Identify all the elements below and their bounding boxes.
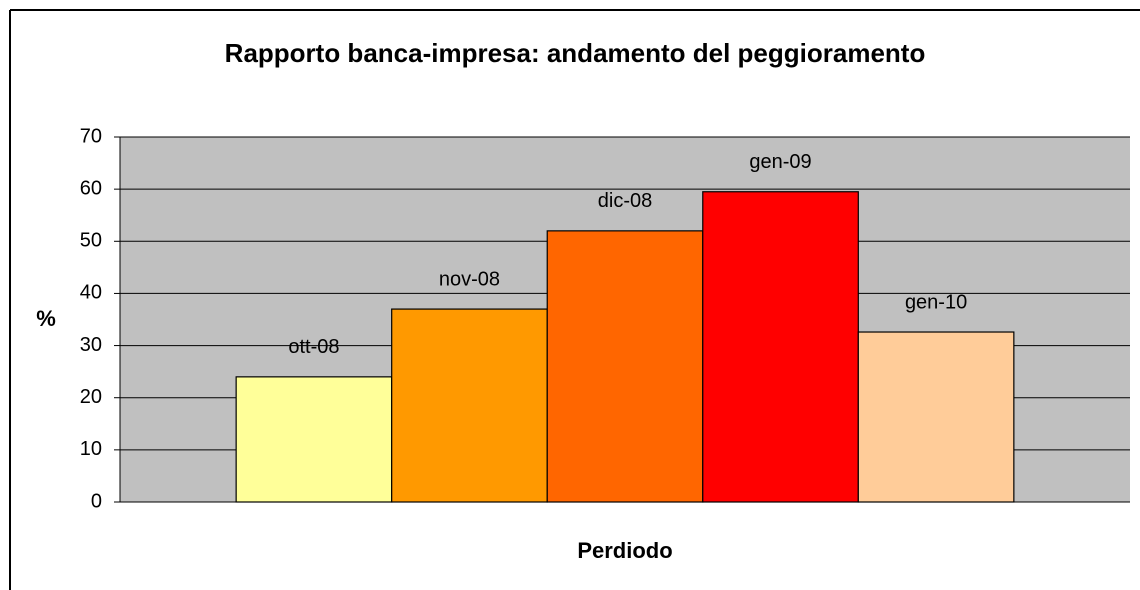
data-label: gen-10 [905, 291, 967, 313]
chart-title: Rapporto banca-impresa: andamento del pe… [225, 38, 926, 68]
y-axis-label: % [36, 306, 56, 331]
x-axis-label: Perdiodo [577, 538, 672, 563]
y-tick-label: 10 [80, 438, 102, 460]
data-label: dic-08 [598, 190, 652, 212]
y-tick-label: 60 [80, 177, 102, 199]
bar [546, 230, 704, 503]
y-tick-label: 30 [80, 334, 102, 356]
y-tick-label: 70 [80, 125, 102, 147]
bar [857, 331, 1015, 503]
bar [235, 376, 393, 503]
bar [702, 191, 859, 503]
y-tick-label: 50 [80, 230, 102, 252]
y-tick-label: 20 [80, 386, 102, 408]
bar [391, 308, 548, 503]
y-tick-label: 0 [91, 490, 102, 512]
data-label: ott-08 [288, 336, 339, 358]
data-label: gen-09 [749, 151, 811, 173]
data-label: nov-08 [439, 268, 500, 290]
y-tick-label: 40 [80, 282, 102, 304]
